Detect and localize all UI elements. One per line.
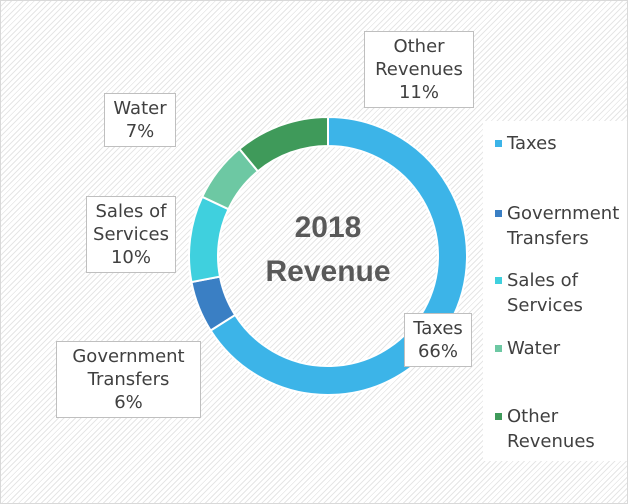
data-label-name: Water: [113, 98, 167, 119]
legend-swatch: [495, 413, 502, 420]
legend-swatch: [495, 277, 502, 284]
legend: Taxes Government Transfers Sales of Servic…: [483, 121, 627, 461]
legend-swatch: [495, 140, 502, 147]
data-label-name: Government Transfers: [72, 346, 185, 390]
legend-label: Taxes: [507, 133, 557, 154]
legend-label: Water: [507, 338, 561, 359]
data-label-value: 7%: [125, 121, 155, 142]
donut-segment: [188, 195, 230, 284]
legend-label: Other Revenues: [507, 406, 595, 452]
data-label: Government Transfers 6%: [56, 341, 201, 418]
donut-segment: [237, 115, 329, 173]
data-label-value: 66%: [417, 341, 458, 362]
legend-label: Sales of Services: [507, 270, 583, 316]
legend-swatch: [495, 345, 502, 352]
data-label: Other Revenues 11%: [364, 31, 474, 108]
data-label: Taxes 66%: [404, 313, 472, 367]
data-label: Water 7%: [104, 93, 176, 147]
data-label-value: 10%: [110, 247, 151, 268]
legend-swatch: [495, 210, 502, 217]
data-label: Sales of Services 10%: [86, 196, 176, 273]
legend-label: Government Transfers: [507, 203, 620, 249]
data-label-name: Taxes: [413, 318, 463, 339]
data-label-value: 6%: [114, 392, 143, 413]
data-label-name: Sales of Services: [93, 201, 169, 245]
data-label-value: 11%: [398, 82, 439, 103]
chart-title: 2018 Revenue: [265, 211, 391, 288]
data-label-name: Other Revenues: [375, 36, 463, 80]
donut-segment: [209, 115, 468, 396]
